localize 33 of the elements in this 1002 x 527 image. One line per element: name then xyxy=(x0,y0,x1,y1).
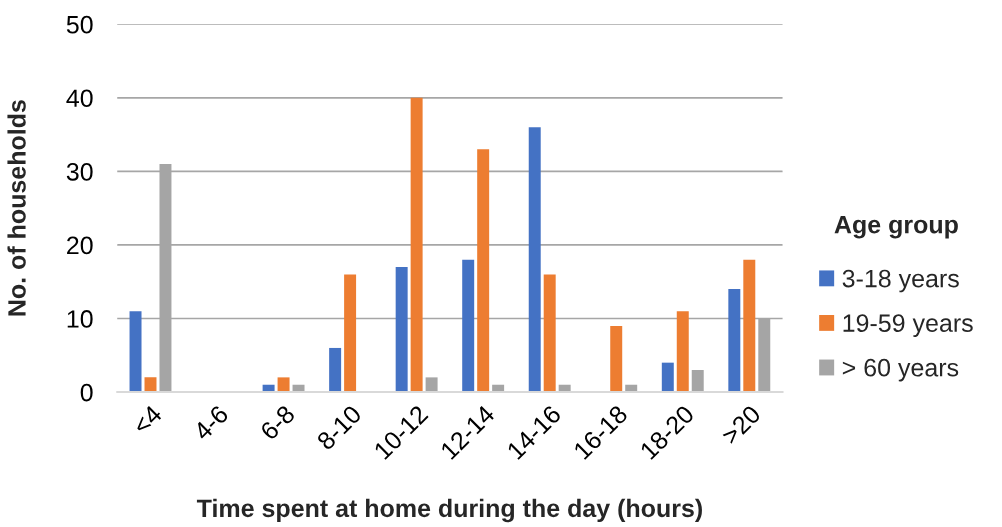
x-tick-label: >20 xyxy=(720,404,762,446)
y-tick-label: 10 xyxy=(67,310,93,328)
y-tick-label: 20 xyxy=(67,236,93,255)
legend-title: Age group xyxy=(834,216,958,239)
bar xyxy=(477,149,490,393)
x-tick-label: 6-8 xyxy=(259,404,296,441)
bar xyxy=(410,97,423,393)
bar xyxy=(395,267,408,393)
y-tick-label: 30 xyxy=(66,162,93,181)
y-tick-label: 0 xyxy=(80,383,93,402)
legend-label: > 60 years xyxy=(842,358,959,382)
y-tick-label: 50 xyxy=(66,15,93,34)
bar xyxy=(691,370,704,393)
bar xyxy=(661,362,674,393)
bar xyxy=(676,311,689,393)
bar xyxy=(344,274,357,393)
bar xyxy=(728,289,741,393)
y-tick-label: 40 xyxy=(66,89,93,108)
bar xyxy=(743,259,756,393)
x-tick-label: 4-6 xyxy=(192,404,230,442)
x-axis-title: Time spent at home during the day (hours) xyxy=(196,498,702,523)
x-tick-label: <4 xyxy=(131,404,163,436)
bar xyxy=(462,259,475,393)
bar xyxy=(129,311,142,393)
bar xyxy=(425,377,438,393)
bar xyxy=(528,127,541,393)
legend-label: 19-59 years xyxy=(843,314,973,337)
legend-label: 3-18 years xyxy=(842,269,959,293)
y-axis-title: No. of households xyxy=(7,100,26,316)
bar xyxy=(277,377,290,393)
bar xyxy=(329,347,342,393)
bar xyxy=(543,274,556,393)
bar xyxy=(610,325,623,393)
